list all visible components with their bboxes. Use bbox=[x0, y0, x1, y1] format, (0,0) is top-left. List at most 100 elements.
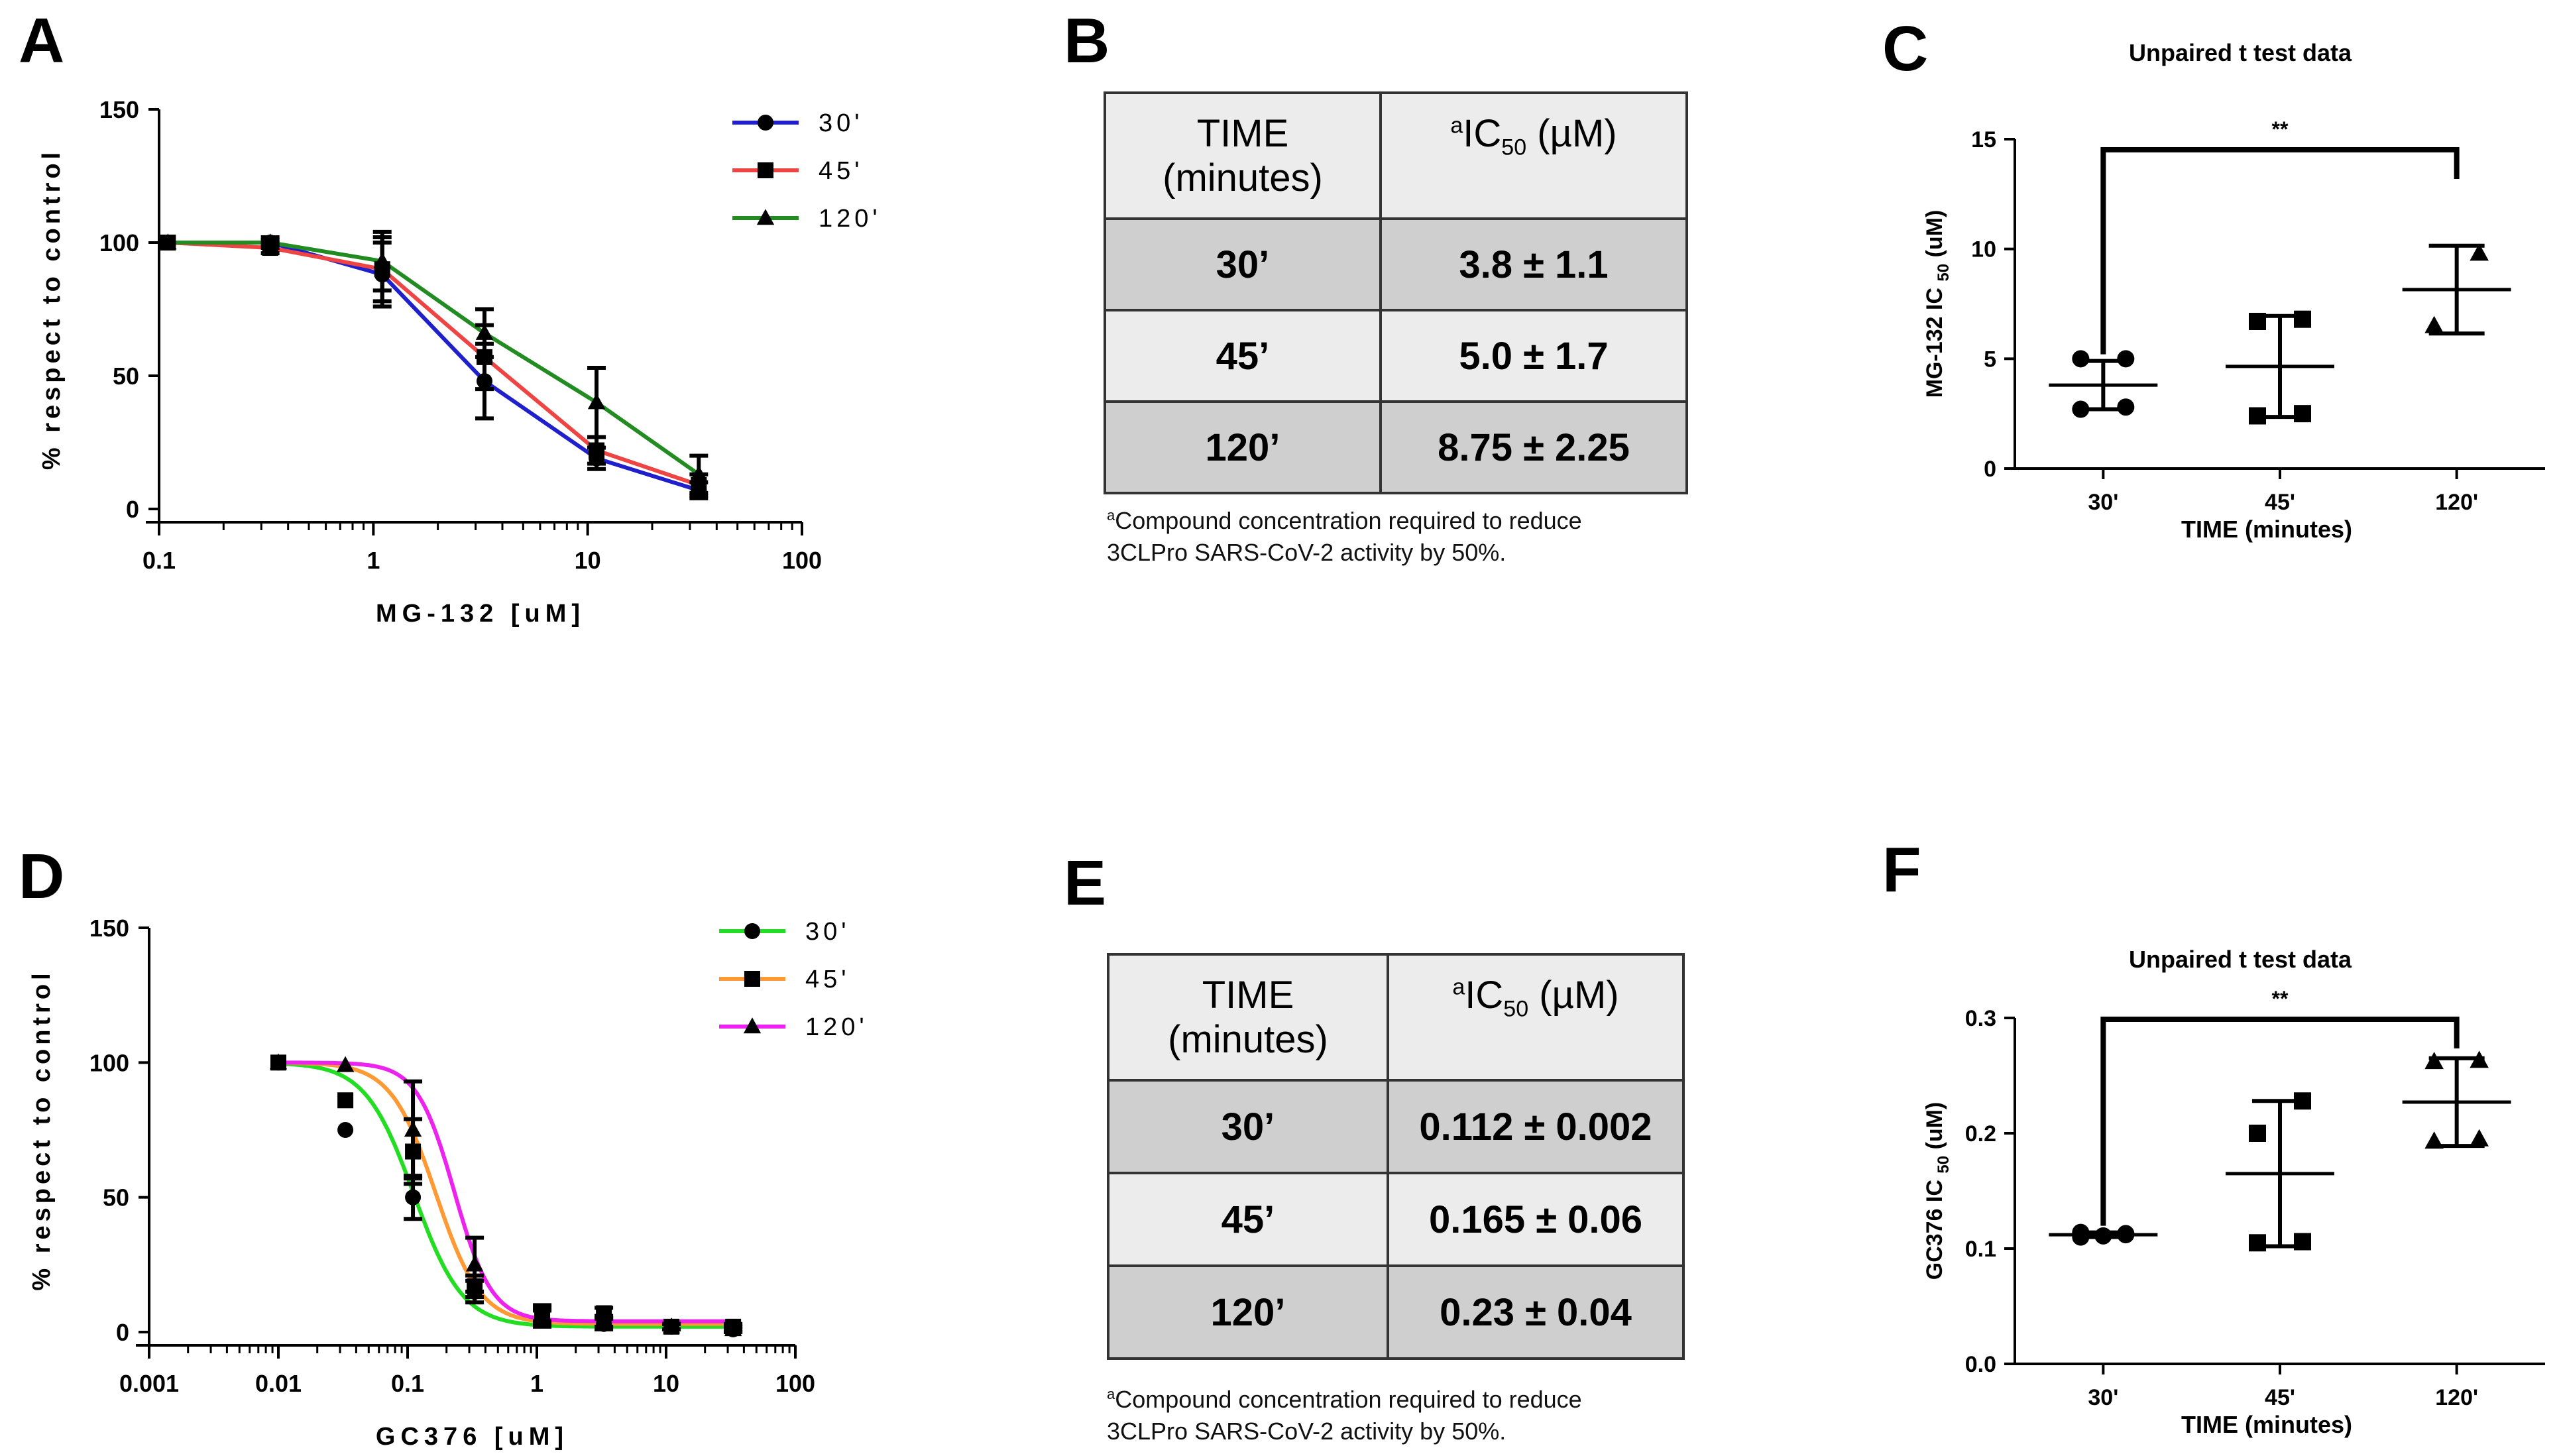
table-cell-time: 30’ bbox=[1107, 1079, 1389, 1174]
y-tick-label: 0.1 bbox=[1965, 1237, 1996, 1262]
fit-curve-2 bbox=[278, 1060, 734, 1323]
y-tick-label: 0 bbox=[116, 1319, 129, 1346]
x-tick-label: 1 bbox=[367, 547, 380, 574]
x-tick-label: 10 bbox=[653, 1370, 679, 1397]
data-point bbox=[475, 323, 494, 340]
chart-a: 0 50 100 150 0.1 1 10 100 MG-132 [uM] % respect t… bbox=[38, 96, 881, 628]
y-axis-label: % respect to control bbox=[28, 969, 56, 1290]
data-point bbox=[159, 233, 177, 250]
data-point bbox=[2470, 1129, 2489, 1147]
legend-label: 120' bbox=[805, 1013, 868, 1041]
data-point bbox=[587, 393, 606, 410]
data-point bbox=[465, 1255, 484, 1272]
chart-f: Unpaired t test data 0.0 0.1 0.2 0.3 30' 45' 12… bbox=[1922, 946, 2545, 1438]
y-tick-label: 50 bbox=[103, 1184, 129, 1211]
y-tick-label: 0.2 bbox=[1965, 1121, 1996, 1147]
data-point bbox=[404, 1121, 422, 1137]
y-tick-label: 5 bbox=[1984, 347, 1996, 372]
x-tick-label: 0.001 bbox=[119, 1370, 179, 1397]
table-header-time: TIME (minutes) bbox=[1107, 953, 1389, 1082]
table-footnote-e: aCompound concentration required to redu… bbox=[1107, 1386, 1582, 1445]
data-point bbox=[476, 349, 492, 365]
chart-d: 0 50 100 150 0.001 0.01 0.1 1 10 100 GC376 [uM] % r… bbox=[28, 915, 868, 1451]
ic50-table-mg132: TIME (minutes) aIC50 (µM) 30’ 3.8 ± 1.1 4… bbox=[1104, 91, 1688, 494]
x-tick-label: 30' bbox=[2088, 490, 2118, 515]
series-line-2 bbox=[168, 241, 701, 476]
legend-marker bbox=[758, 115, 773, 131]
data-point bbox=[2072, 1223, 2090, 1241]
y-tick-label: 0 bbox=[126, 496, 139, 523]
x-axis-label: GC376 [uM] bbox=[376, 1423, 569, 1451]
legend-label: 120' bbox=[819, 205, 881, 233]
panel-label-c: C bbox=[1882, 13, 1929, 84]
x-axis-label: MG-132 [uM] bbox=[376, 600, 585, 628]
legend-marker bbox=[744, 923, 760, 939]
y-tick-label: 0.3 bbox=[1965, 1006, 1996, 1031]
data-point bbox=[467, 1278, 483, 1294]
fit-curve-0 bbox=[278, 1061, 734, 1329]
data-point bbox=[2470, 1050, 2489, 1068]
x-axis-label: TIME (minutes) bbox=[2181, 1411, 2352, 1438]
panel-label-d: D bbox=[19, 841, 65, 912]
y-tick-label: 0 bbox=[1984, 457, 1996, 482]
data-point bbox=[2072, 400, 2090, 418]
data-point bbox=[2072, 350, 2090, 368]
data-point bbox=[2424, 315, 2444, 333]
data-point bbox=[2117, 350, 2135, 368]
legend-label: 30' bbox=[819, 109, 864, 137]
legend-marker bbox=[758, 162, 773, 178]
table-cell-time: 45’ bbox=[1107, 1172, 1389, 1267]
x-tick-label: 30' bbox=[2088, 1385, 2118, 1410]
data-point bbox=[2424, 1052, 2444, 1070]
data-point bbox=[2094, 1227, 2112, 1245]
table-cell-time: 30’ bbox=[1104, 217, 1382, 311]
data-point bbox=[533, 1304, 551, 1320]
table-header-ic50: aIC50 (µM) bbox=[1387, 953, 1685, 1082]
y-tick-label: 100 bbox=[89, 1049, 129, 1076]
data-point bbox=[269, 1053, 288, 1070]
legend-marker bbox=[743, 1017, 762, 1034]
x-tick-label: 0.1 bbox=[142, 547, 176, 574]
chart-c: Unpaired t test data 0 5 10 15 30' 45' 120' TIME… bbox=[1922, 39, 2545, 543]
x-tick-label: 100 bbox=[782, 547, 822, 574]
panel-label-e: E bbox=[1064, 848, 1107, 919]
x-tick-label: 120' bbox=[2435, 490, 2478, 515]
significance-label: ** bbox=[2272, 987, 2289, 1011]
data-point bbox=[2294, 1233, 2311, 1251]
legend-label: 30' bbox=[805, 918, 850, 946]
ic50-table-gc376: TIME (minutes) aIC50 (µM) 30’ 0.112 ± 0.0… bbox=[1107, 953, 1685, 1360]
table-cell-time: 45’ bbox=[1104, 309, 1382, 403]
y-tick-label: 10 bbox=[1971, 237, 1996, 262]
table-footnote-b: aCompound concentration required to redu… bbox=[1107, 507, 1582, 566]
data-point bbox=[2117, 398, 2135, 416]
y-tick-label: 150 bbox=[89, 915, 129, 942]
y-axis-label: GC376 IC 50 (uM) bbox=[1922, 1102, 1953, 1280]
data-point bbox=[2424, 1131, 2444, 1149]
data-point bbox=[2249, 313, 2266, 331]
x-tick-label: 1 bbox=[530, 1370, 543, 1397]
y-tick-label: 150 bbox=[99, 96, 139, 123]
series-line-1 bbox=[168, 241, 700, 487]
x-tick-label: 10 bbox=[575, 547, 601, 574]
data-point bbox=[337, 1092, 354, 1109]
data-point bbox=[2249, 1125, 2266, 1142]
data-point bbox=[2470, 243, 2489, 261]
legend-marker bbox=[744, 971, 760, 987]
legend-label: 45' bbox=[805, 966, 850, 993]
table-cell-value: 8.75 ± 2.25 bbox=[1379, 400, 1688, 494]
data-point bbox=[690, 465, 708, 481]
y-tick-label: 0.0 bbox=[1965, 1352, 1996, 1377]
y-axis-label: MG-132 IC 50 (uM) bbox=[1922, 210, 1953, 398]
data-point bbox=[2294, 310, 2311, 328]
data-point bbox=[337, 1122, 354, 1138]
table-cell-value: 0.165 ± 0.06 bbox=[1387, 1172, 1685, 1267]
table-header-time: TIME (minutes) bbox=[1104, 91, 1382, 220]
data-point bbox=[2249, 1234, 2266, 1252]
legend-marker bbox=[756, 209, 775, 225]
significance-bracket bbox=[2100, 147, 2460, 355]
data-point bbox=[405, 1143, 422, 1160]
table-header-ic50: aIC50 (µM) bbox=[1379, 91, 1688, 220]
legend-label: 45' bbox=[819, 157, 864, 185]
table-cell-value: 5.0 ± 1.7 bbox=[1379, 309, 1688, 403]
panel-label-f: F bbox=[1882, 834, 1921, 905]
